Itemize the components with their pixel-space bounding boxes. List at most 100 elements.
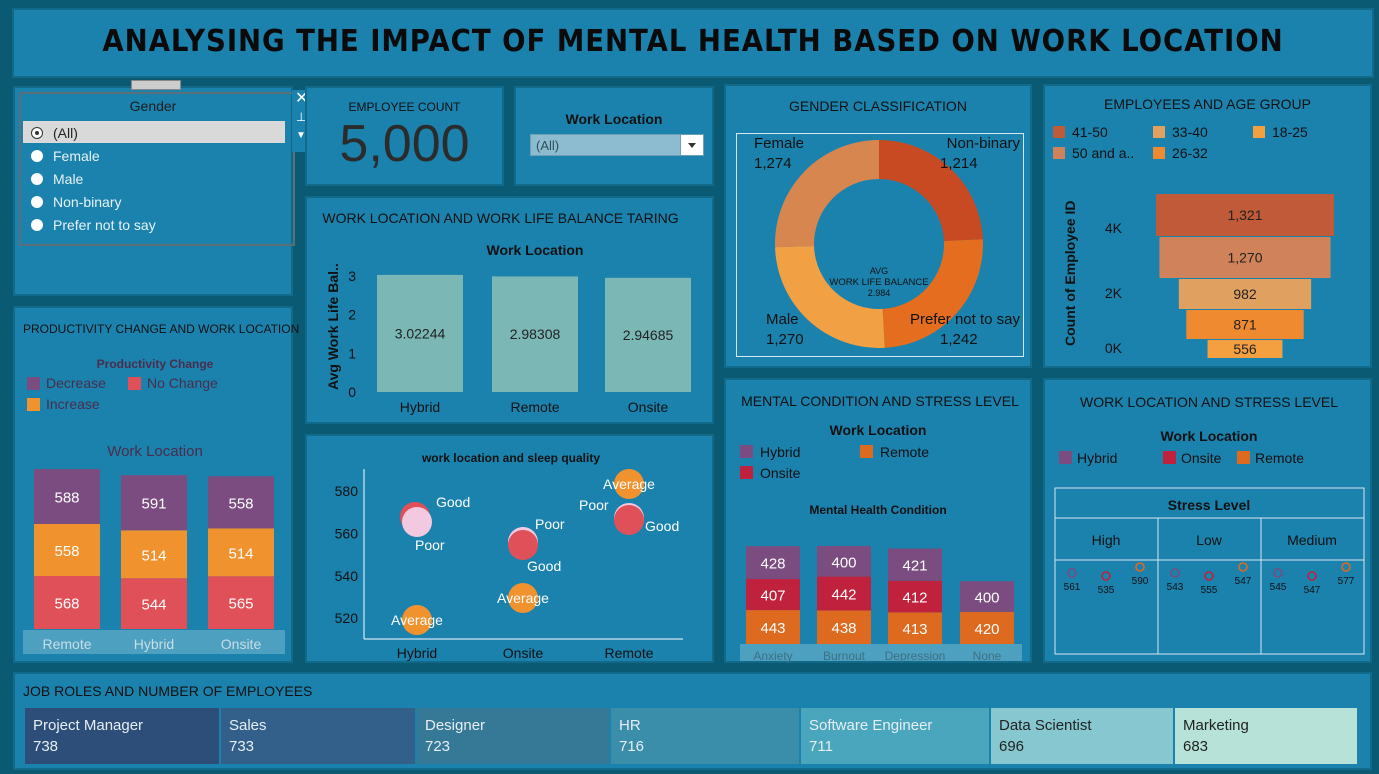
gender-option-label: Female [53,148,100,164]
prod-bar-segment [34,576,100,629]
radio-button[interactable] [31,219,43,231]
wlb-bar-label: 2.94685 [623,327,674,343]
worklife-balance-chart: Work Location Avg Work Life Bal.. 3 2 1 0 3.02… [325,242,691,415]
work-location-select-value: (All) [536,138,560,153]
mental-bar-segment [746,546,800,579]
donut-slice [775,245,885,348]
legend-title: Work Location [1161,428,1258,444]
mental-bar-segment [888,580,942,613]
x-tick-label: Hybrid [134,636,174,652]
y-tick-label: 2K [1105,285,1123,301]
age-bar [1178,279,1312,309]
job-role-name: Marketing [1183,717,1249,734]
job-role-name: Designer [425,717,486,734]
sleep-point [402,605,432,635]
y-tick-label: 560 [335,525,359,541]
radio-button[interactable] [31,150,43,162]
prod-bar-label: 514 [228,545,253,562]
center-label: WORK LIFE BALANCE [829,277,928,288]
sleep-point [508,583,538,613]
x-tick-label: None [973,649,1002,663]
stress-point-label: 547 [1235,576,1252,587]
stress-point [1307,571,1317,581]
mental-bar-segment [888,548,942,581]
age-bar-label: 982 [1233,286,1257,302]
stress-point [1067,568,1077,578]
dropdown-arrow-icon[interactable]: ▼ [296,130,306,141]
prod-bar-segment [208,476,274,529]
legend-swatch [1237,451,1250,464]
legend-swatch [860,445,873,458]
donut-slice [879,140,983,242]
slice-value-label: 1,214 [940,155,978,172]
y-tick-label: 1 [348,345,356,361]
age-group-panel: EMPLOYEES AND AGE GROUP 41-50 33-40 18-25 5… [1043,84,1372,368]
chevron-down-icon[interactable] [680,135,703,155]
sleep-point-label: Good [645,518,679,534]
mental-bar-label: 400 [831,554,856,571]
y-tick-label: 3 [348,268,356,284]
age-bar [1156,194,1334,236]
stress-point-label: 547 [1304,585,1321,596]
legend-label: 41-50 [1072,124,1108,140]
gender-option[interactable]: (All) [31,125,281,143]
prod-bar-label: 591 [141,496,166,513]
gender-option[interactable]: Prefer not to say [31,217,281,235]
y-tick-label: 2 [348,307,356,323]
legend-swatch [740,466,753,479]
radio-button[interactable] [31,173,43,185]
stress-point [1238,562,1248,572]
legend-label: Remote [1255,450,1304,466]
y-tick-label: 540 [335,568,359,584]
gender-option[interactable]: Female [31,148,281,166]
gender-option[interactable]: Male [31,171,281,189]
work-stress-panel: WORK LOCATION AND STRESS LEVEL Work Locat… [1043,378,1372,663]
donut-frame [736,133,1024,357]
age-bar-label: 1,321 [1227,207,1262,223]
mental-stress-chart: MENTAL CONDITION AND STRESS LEVEL Work Lo… [740,393,1022,663]
title-bar: ANALYSING THE IMPACT OF MENTAL HEALTH BA… [12,8,1374,78]
gender-filter-box [19,92,295,246]
mental-bar-label: 407 [760,587,785,604]
pin-icon[interactable]: ⊥ [296,110,307,124]
x-tick-label: Burnout [823,649,866,663]
employee-count-value: 5,000 [339,115,470,173]
prod-bar-label: 558 [54,543,79,560]
legend-swatch [27,398,40,411]
stress-point-label: 543 [1167,582,1184,593]
column-header: Medium [1287,532,1337,548]
sleep-point-label: Good [527,558,561,574]
y-tick-label: 0K [1105,340,1123,356]
chart-title: MENTAL CONDITION AND STRESS LEVEL [741,393,1019,409]
job-role-cell: Designer 723 [417,708,611,764]
gender-donut-chart: Non-binary 1,214 Prefer not to say 1,242 Mal… [754,135,1020,348]
age-bar-label: 1,270 [1227,250,1262,266]
gender-classification-title: GENDER CLASSIFICATION [789,98,967,114]
job-role-cell: Software Engineer 711 [801,708,991,764]
stress-point [1204,571,1214,581]
stress-point-label: 577 [1338,576,1355,587]
work-location-select[interactable]: (All) [530,134,704,156]
radio-button[interactable] [31,127,43,139]
job-role-name: Project Manager [33,717,144,734]
job-role-count: 733 [229,738,255,755]
radio-button[interactable] [31,196,43,208]
y-tick-label: 4K [1105,220,1123,236]
sleep-point [402,507,432,537]
age-bar [1186,310,1304,339]
prod-bar-label: 588 [54,490,79,507]
gender-option[interactable]: Non-binary [31,194,281,212]
job-roles-treemap: Project Manager 738 Sales 733 Designer 723 HR 7… [25,708,1361,764]
gender-option-label: Non-binary [53,194,122,210]
mental-bar-segment [888,612,942,644]
drag-handle[interactable] [131,80,181,90]
employee-count-panel: EMPLOYEE COUNT 5,000 [305,86,504,186]
sleep-quality-chart: work location and sleep quality 580 560 540… [335,451,683,661]
stress-point-label: 555 [1201,585,1218,596]
stress-point [1170,568,1180,578]
job-roles-panel: JOB ROLES AND NUMBER OF EMPLOYEES Projec… [13,672,1372,770]
mental-bar-label: 421 [902,558,927,575]
legend-swatch [1153,126,1165,138]
job-role-name: HR [619,717,641,734]
job-role-cell: Data Scientist 696 [991,708,1175,764]
